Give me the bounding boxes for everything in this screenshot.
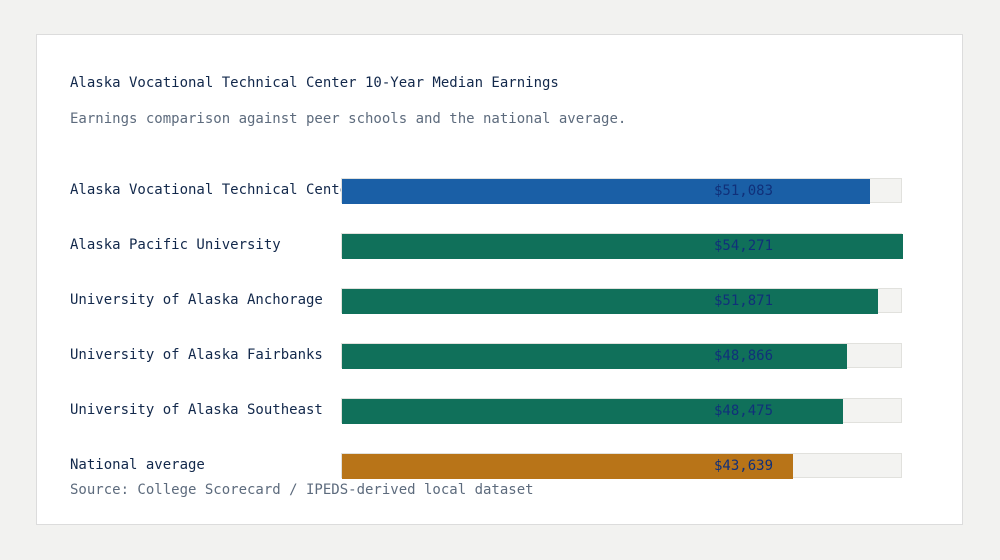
- bar-value-label: $48,475: [714, 403, 774, 419]
- bar-row: University of Alaska Anchorage $51,871: [70, 288, 902, 314]
- bar: [342, 454, 793, 479]
- bar-label: University of Alaska Fairbanks: [70, 347, 323, 363]
- bar-value-label: $51,083: [714, 183, 774, 199]
- chart-title: Alaska Vocational Technical Center 10-Ye…: [70, 75, 559, 91]
- bar-row: Alaska Pacific University $54,271: [70, 233, 903, 259]
- bar-track: $48,866: [341, 343, 902, 369]
- bar: [342, 234, 903, 259]
- bar: [342, 344, 847, 369]
- bar-track: $51,083: [341, 178, 902, 204]
- bar-value-label: $48,866: [714, 348, 774, 364]
- bar-track: $48,475: [341, 398, 902, 424]
- bar-label: Alaska Pacific University: [70, 237, 281, 253]
- bar-track: $51,871: [341, 288, 902, 314]
- source-note: Source: College Scorecard / IPEDS-derive…: [70, 482, 534, 498]
- bar-label: Alaska Vocational Technical Center: [70, 182, 341, 198]
- chart-subtitle: Earnings comparison against peer schools…: [70, 111, 627, 127]
- bar: [342, 179, 870, 204]
- chart-card: Alaska Vocational Technical Center 10-Ye…: [36, 34, 963, 525]
- bar-label: University of Alaska Southeast: [70, 402, 323, 418]
- bar-value-label: $51,871: [714, 293, 774, 309]
- bar-row: Alaska Vocational Technical Center $51,08…: [70, 178, 902, 204]
- bar-track: $54,271: [341, 233, 903, 259]
- bar-label: National average: [70, 457, 205, 473]
- bar: [342, 289, 878, 314]
- bar-value-label: $54,271: [714, 238, 774, 254]
- bar-row: University of Alaska Fairbanks $48,866: [70, 343, 902, 369]
- bar-row: National average $43,639: [70, 453, 902, 479]
- bar-row: University of Alaska Southeast $48,475: [70, 398, 902, 424]
- bar-track: $43,639: [341, 453, 902, 479]
- bar: [342, 399, 843, 424]
- bar-value-label: $43,639: [714, 458, 774, 474]
- bar-label: University of Alaska Anchorage: [70, 292, 323, 308]
